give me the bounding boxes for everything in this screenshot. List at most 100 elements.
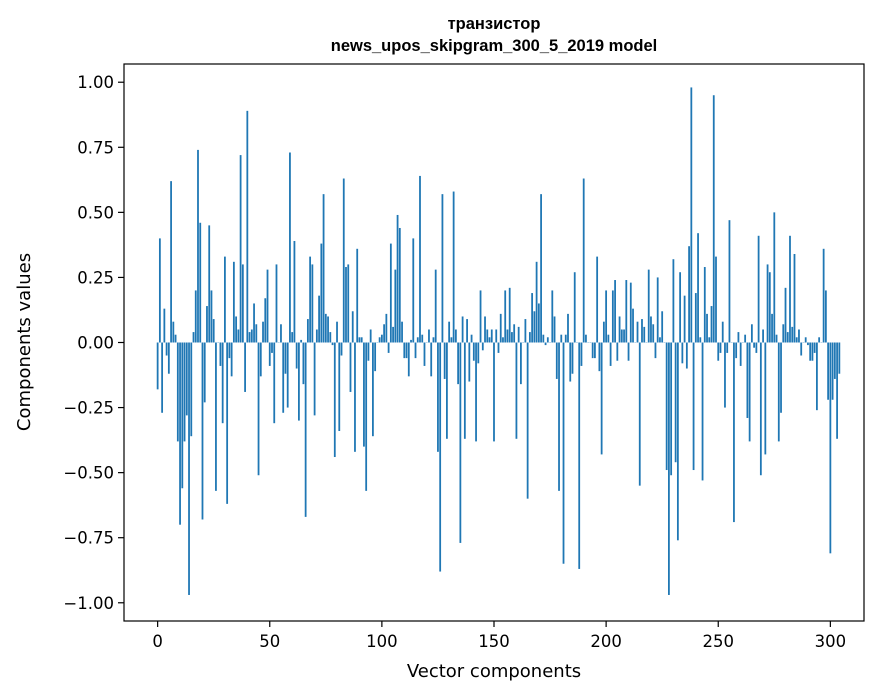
bar bbox=[701, 342, 704, 481]
bar bbox=[710, 306, 713, 343]
bar bbox=[463, 342, 466, 439]
bar bbox=[275, 264, 278, 343]
bar bbox=[544, 342, 547, 346]
bar bbox=[365, 342, 368, 491]
bar bbox=[614, 280, 616, 343]
bar bbox=[221, 342, 224, 424]
bar bbox=[304, 342, 307, 517]
bar bbox=[333, 342, 336, 458]
bar bbox=[833, 342, 836, 379]
bar bbox=[176, 342, 179, 442]
bar bbox=[268, 342, 271, 366]
bar bbox=[665, 342, 668, 471]
x-tick-label: 0 bbox=[152, 632, 163, 651]
x-tick-label: 50 bbox=[259, 632, 280, 651]
bar bbox=[699, 337, 702, 343]
bar bbox=[540, 194, 542, 343]
bar bbox=[712, 95, 715, 343]
x-tick-label: 300 bbox=[815, 632, 847, 651]
bar bbox=[551, 290, 554, 343]
bar bbox=[170, 181, 172, 343]
bar bbox=[374, 342, 377, 372]
bar bbox=[477, 342, 480, 364]
bar bbox=[824, 290, 827, 343]
bar bbox=[546, 337, 549, 343]
bar bbox=[448, 321, 451, 343]
bar bbox=[224, 256, 226, 343]
bar bbox=[670, 342, 673, 476]
bar bbox=[620, 329, 623, 343]
bar bbox=[226, 342, 229, 504]
bar bbox=[340, 342, 343, 356]
bar bbox=[264, 298, 267, 343]
bar bbox=[719, 342, 722, 353]
bar bbox=[744, 334, 747, 343]
bar bbox=[367, 342, 370, 361]
bar bbox=[708, 337, 711, 343]
bar bbox=[318, 295, 320, 343]
bar bbox=[280, 324, 282, 343]
bar bbox=[735, 342, 738, 359]
bar bbox=[394, 269, 397, 343]
bar bbox=[733, 342, 735, 523]
bar bbox=[659, 337, 661, 343]
bar bbox=[829, 342, 832, 554]
bar bbox=[165, 342, 168, 356]
bar bbox=[724, 342, 726, 408]
bar bbox=[457, 342, 460, 385]
chart-subtitle: news_upos_skipgram_300_5_2019 model bbox=[331, 37, 658, 55]
bar bbox=[672, 259, 675, 343]
y-tick-label: −0.50 bbox=[63, 464, 114, 483]
bar bbox=[439, 342, 442, 572]
bar bbox=[728, 220, 731, 343]
bar bbox=[342, 178, 345, 343]
bar bbox=[311, 264, 314, 343]
bar bbox=[609, 342, 612, 366]
bar bbox=[726, 342, 729, 353]
bar bbox=[605, 290, 608, 343]
bar bbox=[542, 334, 545, 343]
bar bbox=[800, 342, 803, 356]
bar bbox=[161, 342, 164, 413]
bar bbox=[654, 342, 657, 359]
bar bbox=[636, 321, 639, 343]
bar bbox=[600, 342, 603, 455]
bar bbox=[694, 293, 697, 343]
bar bbox=[291, 332, 294, 343]
bar bbox=[454, 329, 457, 343]
bar bbox=[351, 311, 354, 343]
bar bbox=[721, 321, 724, 343]
bar bbox=[750, 324, 753, 343]
bar bbox=[437, 342, 439, 452]
bar bbox=[262, 321, 264, 343]
bar bbox=[298, 342, 300, 421]
bar bbox=[401, 321, 403, 343]
bar bbox=[363, 342, 365, 447]
bar bbox=[537, 303, 540, 343]
bar bbox=[183, 342, 186, 442]
bar bbox=[452, 191, 455, 343]
bar bbox=[585, 334, 587, 343]
bar bbox=[266, 269, 269, 343]
bar bbox=[369, 329, 372, 343]
bar bbox=[674, 342, 677, 463]
bar bbox=[591, 342, 594, 359]
bar bbox=[838, 342, 841, 374]
bar bbox=[286, 342, 289, 408]
bar bbox=[685, 342, 688, 369]
bar bbox=[289, 152, 291, 343]
bar bbox=[199, 222, 202, 343]
bar bbox=[676, 342, 679, 541]
bar bbox=[508, 287, 511, 343]
bar bbox=[618, 316, 621, 343]
bar bbox=[762, 329, 764, 343]
bar bbox=[360, 337, 363, 343]
bar bbox=[777, 342, 780, 442]
bar bbox=[611, 290, 614, 343]
bar bbox=[513, 324, 516, 343]
bar bbox=[358, 337, 361, 343]
bar bbox=[753, 342, 756, 348]
bar bbox=[300, 339, 303, 343]
bar bbox=[683, 295, 686, 343]
x-axis-label: Vector components bbox=[407, 661, 581, 682]
